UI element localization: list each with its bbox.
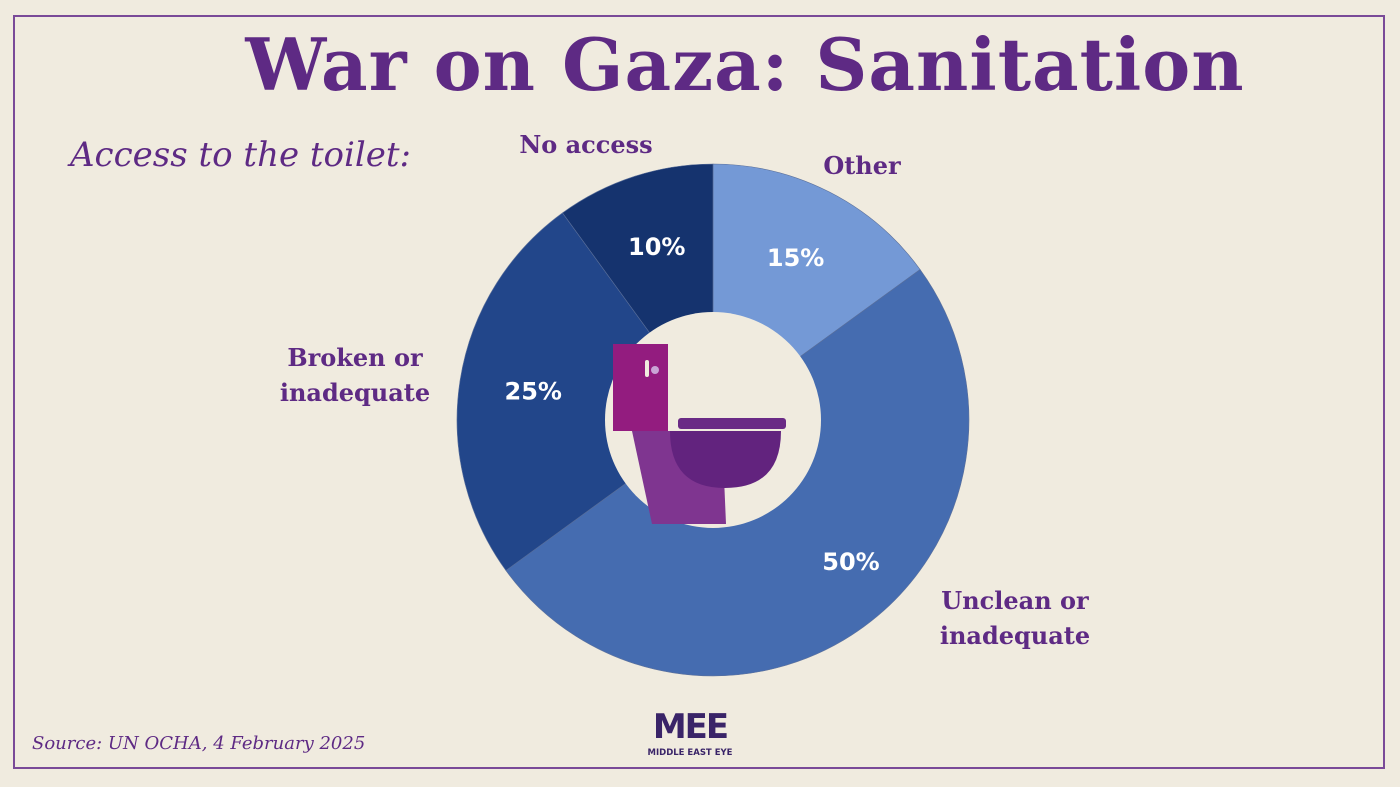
source-note: Source: UN OCHA, 4 February 2025 [32,733,366,754]
label-other: Other [823,151,901,180]
toilet-icon [613,344,786,524]
slice-broken-or-inadequate [456,212,714,571]
mee-logo: MEE MIDDLE EAST EYE [640,710,740,758]
value-label-no-access: 10% [628,233,685,261]
label-unclean: Unclean or inadequate [939,586,1091,650]
value-label-broken-or-inadequate: 25% [505,378,562,406]
value-label-unclean-or-inadequate: 50% [822,548,879,576]
chart-frame [13,15,1385,769]
value-label-other: 15% [767,244,824,272]
logo-name: MIDDLE EAST EYE [647,748,733,758]
label-no-access: No access [519,130,653,159]
chart-title: War on Gaza: Sanitation [245,22,1245,107]
label-broken: Broken or inadequate [279,343,431,407]
logo-mark: MEE [652,707,729,747]
chart-subtitle: Access to the toilet: [70,135,412,175]
